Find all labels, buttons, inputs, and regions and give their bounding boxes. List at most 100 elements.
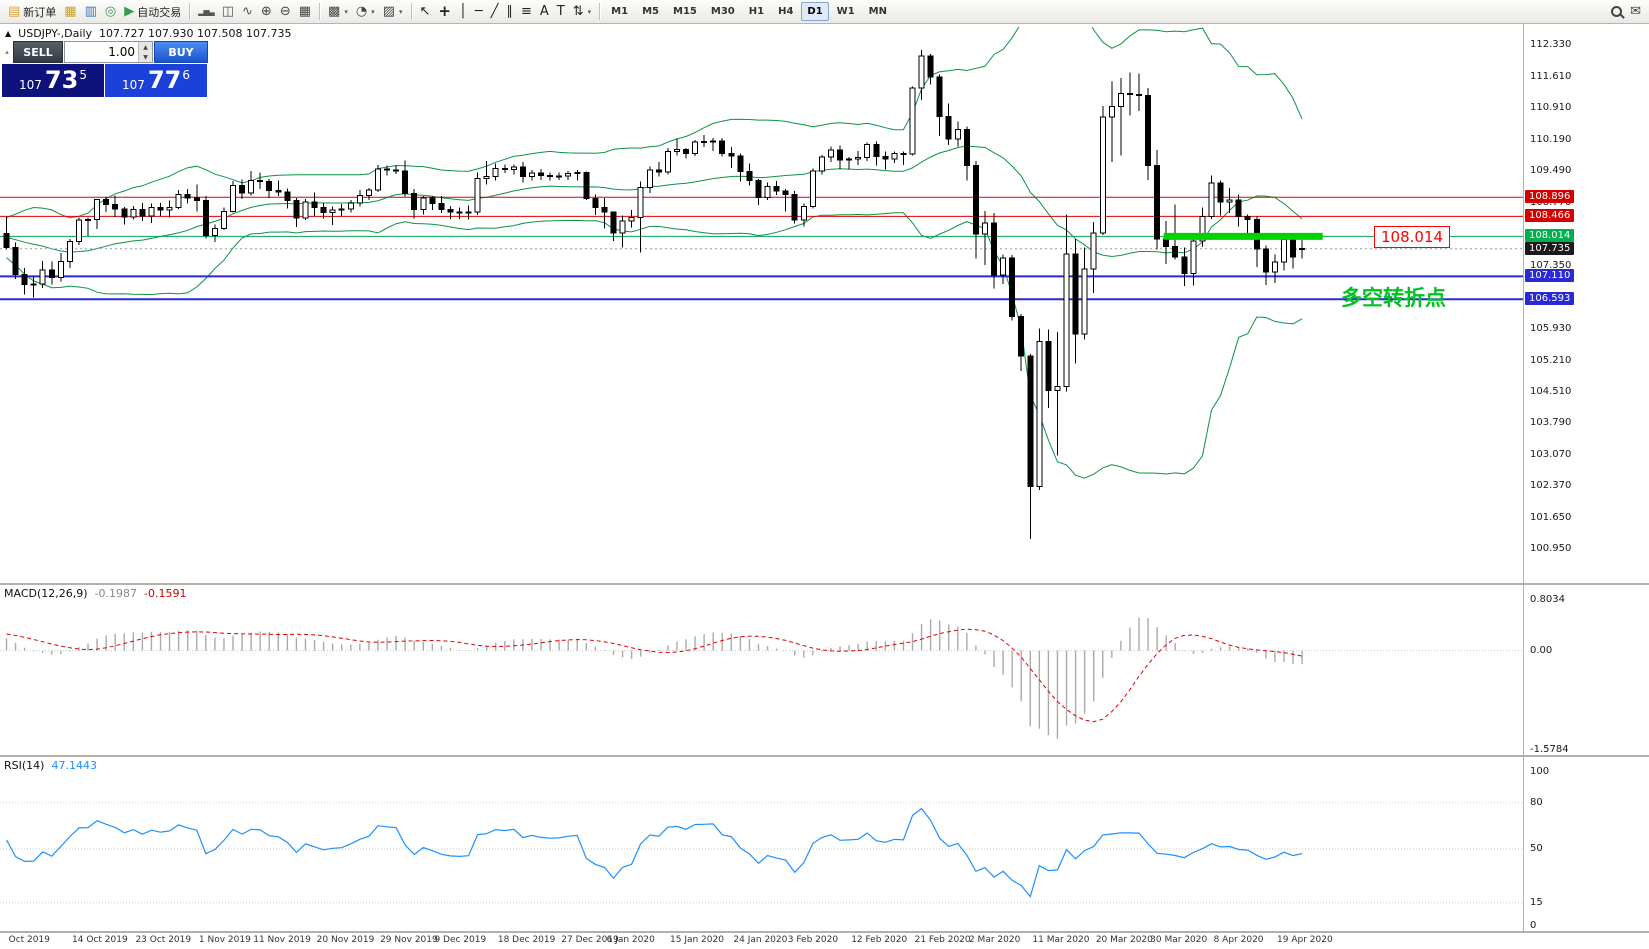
line-chart-icon[interactable]: ∿ <box>239 2 256 22</box>
volume-down-button[interactable]: ▼ <box>139 52 152 62</box>
timeframe-w1-button[interactable]: W1 <box>836 6 855 17</box>
cursor-icon[interactable]: ↖ <box>417 2 434 22</box>
new-chart-button[interactable]: ▩ ▾ <box>325 2 351 22</box>
bear-candle-body <box>501 167 508 171</box>
timeframe-h4-button[interactable]: H4 <box>778 6 794 17</box>
price-scale-label: 112.330 <box>1530 39 1572 51</box>
price-scale-label: 110.190 <box>1530 133 1572 145</box>
zoom-out-icon[interactable]: ⊖ <box>277 2 294 22</box>
timeframe-m15-button[interactable]: M15 <box>673 6 697 17</box>
bull-candle-body <box>646 169 653 188</box>
chart-ohlc-values: 107.727 107.930 107.508 107.735 <box>99 27 292 40</box>
ask-price-box[interactable]: 107 77 6 <box>105 64 207 97</box>
timeframe-mn-button[interactable]: MN <box>868 6 887 17</box>
price-axis[interactable]: 112.330111.610110.910110.190109.490108.7… <box>1524 24 1649 949</box>
buy-button[interactable]: BUY <box>154 41 208 63</box>
main-chart-plot[interactable] <box>0 24 1523 540</box>
volume-value[interactable]: 1.00 <box>108 45 135 59</box>
bull-candle-body <box>692 141 699 154</box>
autotrading-button[interactable]: ▶ 自动交易 <box>121 2 184 22</box>
trendline-icon[interactable]: ╱ <box>488 2 502 22</box>
bear-candle-body <box>936 76 943 117</box>
price-scale-label: 109.490 <box>1530 164 1572 176</box>
bear-candle-body <box>1235 199 1242 218</box>
bid-price-box[interactable]: 107 73 5 <box>2 64 104 97</box>
arrows-icon[interactable]: ⇅ ▾ <box>570 2 594 22</box>
chart-title: ▲ USDJPY-,Daily 107.727 107.930 107.508 … <box>5 27 291 40</box>
market-watch-icon[interactable]: ▥ <box>82 2 100 22</box>
timeframe-h1-button[interactable]: H1 <box>748 6 765 17</box>
macd-plot[interactable] <box>0 617 1523 739</box>
panel-separator[interactable] <box>0 755 1649 757</box>
crosshair-icon[interactable]: + <box>435 2 454 22</box>
pivot-level-segment[interactable] <box>1163 232 1323 240</box>
price-scale-label: 107.350 <box>1530 259 1572 271</box>
time-axis[interactable]: Oct 2019 14 Oct 2019 23 Oct 2019 1 Nov 2019… <box>0 933 1523 949</box>
trendline-icon-glyph: ╱ <box>490 4 499 19</box>
main-toolbar: ▤ 新订单 ▦ ▥ ◎ ▶ 自动交易 ▂▅▃ ◫ ∿ ⊕ ⊖ ▦ ▩ ▾ ◔ ▾ ▨ ▾ ↖ + │ ─ ╱ ∥ ≡ A T ⇅ ▾ M1 M… <box>0 0 1649 24</box>
timeframe-m1-button[interactable]: M1 <box>611 6 629 17</box>
bar-chart-icon[interactable]: ▂▅▃ <box>195 2 216 22</box>
dropdown-arrow-icon[interactable]: ▾ <box>398 7 403 16</box>
bear-candle-body <box>266 181 273 191</box>
tile-windows-icon[interactable]: ▦ <box>296 2 314 22</box>
date-label: 29 Nov 2019 <box>380 935 438 945</box>
chart-canvas[interactable] <box>0 24 1649 949</box>
volume-stepper: ▲ ▼ <box>138 42 152 62</box>
volume-field[interactable]: 1.00 ▲ ▼ <box>64 41 153 63</box>
bull-candle-body <box>302 201 309 219</box>
fibonacci-icon[interactable]: ≡ <box>518 2 535 22</box>
text-icon[interactable]: A <box>537 2 552 22</box>
chat-icon-glyph: ✉ <box>1630 4 1641 19</box>
new-order-glyph: ▤ <box>8 4 21 19</box>
timeframe-d1-button[interactable]: D1 <box>801 2 829 21</box>
bear-candle-body <box>1045 341 1052 391</box>
rsi-plot[interactable] <box>0 802 1523 904</box>
volume-up-button[interactable]: ▲ <box>139 42 152 52</box>
channel-icon[interactable]: ∥ <box>503 2 516 22</box>
macd-signal-value: -0.1591 <box>144 587 187 600</box>
bear-candle-body <box>257 180 264 183</box>
timeframe-m5-button[interactable]: M5 <box>642 6 659 17</box>
new-order-button[interactable]: ▤ 新订单 <box>5 2 59 22</box>
zoom-out-icon-glyph: ⊖ <box>279 4 291 19</box>
one-click-collapse-button[interactable]: ▴ <box>5 48 9 56</box>
bull-candle-body <box>827 149 834 158</box>
bear-candle-body <box>193 197 200 202</box>
search-icon[interactable] <box>1608 2 1625 22</box>
text-icon-glyph: A <box>539 4 549 19</box>
toolbox-icon-glyph: ▦ <box>64 4 77 19</box>
macd-scale-label: -1.5784 <box>1530 744 1569 755</box>
templates-button[interactable]: ▨ ▾ <box>380 2 406 22</box>
profiles-button[interactable]: ◔ ▾ <box>353 2 378 22</box>
dropdown-arrow-icon[interactable]: ▾ <box>587 7 592 16</box>
navigator-icon[interactable]: ◎ <box>102 2 119 22</box>
zoom-in-icon[interactable]: ⊕ <box>258 2 275 22</box>
price-scale-label: 103.790 <box>1530 417 1572 429</box>
price-callout-108014[interactable]: 108.014 <box>1374 226 1451 248</box>
toolbar-separator <box>599 3 601 20</box>
bear-candle-body <box>429 197 436 204</box>
timeframe-m30-button[interactable]: M30 <box>710 6 735 17</box>
bear-candle-body <box>782 190 789 195</box>
date-label: 27 Dec 2019 <box>561 935 619 945</box>
chat-icon[interactable]: ✉ <box>1627 2 1644 22</box>
bull-candle-body <box>220 210 227 230</box>
vertical-line-icon[interactable]: │ <box>456 2 470 22</box>
toolbox-icon[interactable]: ▦ <box>61 2 79 22</box>
sell-button[interactable]: SELL <box>13 41 63 63</box>
text-label-icon[interactable]: T <box>554 2 568 22</box>
panel-separator[interactable] <box>0 931 1649 933</box>
dropdown-arrow-icon[interactable]: ▾ <box>344 7 348 16</box>
bid-price-pip: 5 <box>79 67 87 82</box>
pivot-note-text[interactable]: 多空转折点 <box>1341 286 1446 310</box>
bull-candle-body <box>492 167 499 178</box>
bear-candle-body <box>1290 239 1297 258</box>
dropdown-arrow-icon[interactable]: ▾ <box>371 7 375 16</box>
panel-separator[interactable] <box>0 583 1649 585</box>
bid-price-prefix: 107 <box>19 77 42 92</box>
horizontal-line-icon[interactable]: ─ <box>472 2 486 22</box>
bear-candle-body <box>157 206 164 211</box>
candlestick-chart-icon[interactable]: ◫ <box>219 2 237 22</box>
channel-icon-glyph: ∥ <box>506 4 513 19</box>
